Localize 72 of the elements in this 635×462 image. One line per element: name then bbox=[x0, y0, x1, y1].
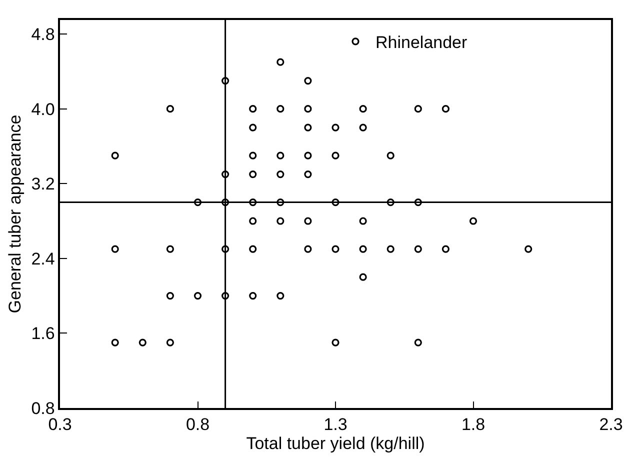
point bbox=[222, 198, 230, 206]
x-tick-label: 1.8 bbox=[461, 415, 486, 434]
y-tick-label: 4.0 bbox=[31, 100, 55, 119]
point bbox=[304, 152, 312, 160]
point bbox=[414, 198, 422, 206]
point bbox=[249, 105, 257, 113]
x-tick-label: 1.3 bbox=[324, 415, 348, 434]
point bbox=[332, 152, 340, 160]
legend-label: Rhinelander bbox=[376, 33, 468, 52]
point bbox=[111, 338, 119, 346]
point bbox=[304, 245, 312, 253]
point bbox=[414, 105, 422, 113]
y-tick-label: 3.2 bbox=[31, 174, 55, 194]
point bbox=[276, 105, 284, 113]
point bbox=[304, 217, 312, 225]
point bbox=[276, 170, 284, 178]
point bbox=[386, 245, 394, 253]
point bbox=[276, 152, 284, 160]
point bbox=[359, 124, 367, 132]
point bbox=[222, 76, 230, 85]
point bbox=[166, 292, 174, 300]
point bbox=[111, 245, 119, 253]
point bbox=[166, 338, 174, 346]
y-tick-label: 1.6 bbox=[31, 324, 55, 344]
point bbox=[194, 198, 202, 206]
point bbox=[249, 198, 257, 206]
point bbox=[359, 245, 367, 253]
point bbox=[249, 170, 257, 178]
point bbox=[304, 124, 312, 132]
point bbox=[249, 245, 257, 253]
point bbox=[359, 273, 367, 281]
x-axis-title: Total tuber yield (kg/hill) bbox=[246, 434, 425, 454]
point bbox=[111, 152, 119, 160]
point bbox=[332, 245, 340, 253]
point bbox=[304, 170, 312, 178]
point bbox=[166, 245, 174, 253]
point bbox=[469, 217, 478, 225]
point bbox=[222, 170, 230, 178]
point bbox=[442, 105, 450, 113]
point bbox=[332, 198, 340, 206]
point bbox=[276, 217, 284, 225]
y-axis-title: General tuber appearance bbox=[5, 114, 24, 314]
point bbox=[276, 198, 284, 206]
point bbox=[276, 292, 284, 300]
x-tick-label: 2.3 bbox=[599, 415, 623, 434]
x-tick-label: 0.3 bbox=[48, 415, 72, 434]
point bbox=[442, 245, 450, 253]
y-tick-label: 2.4 bbox=[31, 249, 55, 268]
point bbox=[414, 338, 422, 346]
x-tick-label: 0.8 bbox=[186, 415, 210, 434]
point bbox=[414, 245, 422, 253]
point bbox=[138, 338, 146, 346]
point bbox=[386, 198, 394, 206]
point bbox=[386, 152, 394, 160]
point bbox=[332, 124, 340, 132]
point bbox=[249, 152, 257, 160]
y-tick-label: 4.8 bbox=[31, 24, 55, 44]
point bbox=[332, 338, 340, 346]
point bbox=[222, 245, 230, 253]
point bbox=[166, 105, 174, 113]
point bbox=[359, 105, 367, 113]
point bbox=[276, 58, 284, 66]
point bbox=[359, 217, 367, 225]
point bbox=[194, 292, 202, 300]
point bbox=[524, 245, 532, 253]
point bbox=[249, 292, 257, 300]
y-tick-label: 0.8 bbox=[31, 398, 55, 418]
point bbox=[304, 76, 312, 85]
point bbox=[222, 292, 230, 300]
point bbox=[249, 217, 257, 225]
point bbox=[304, 105, 312, 113]
point bbox=[249, 124, 257, 132]
